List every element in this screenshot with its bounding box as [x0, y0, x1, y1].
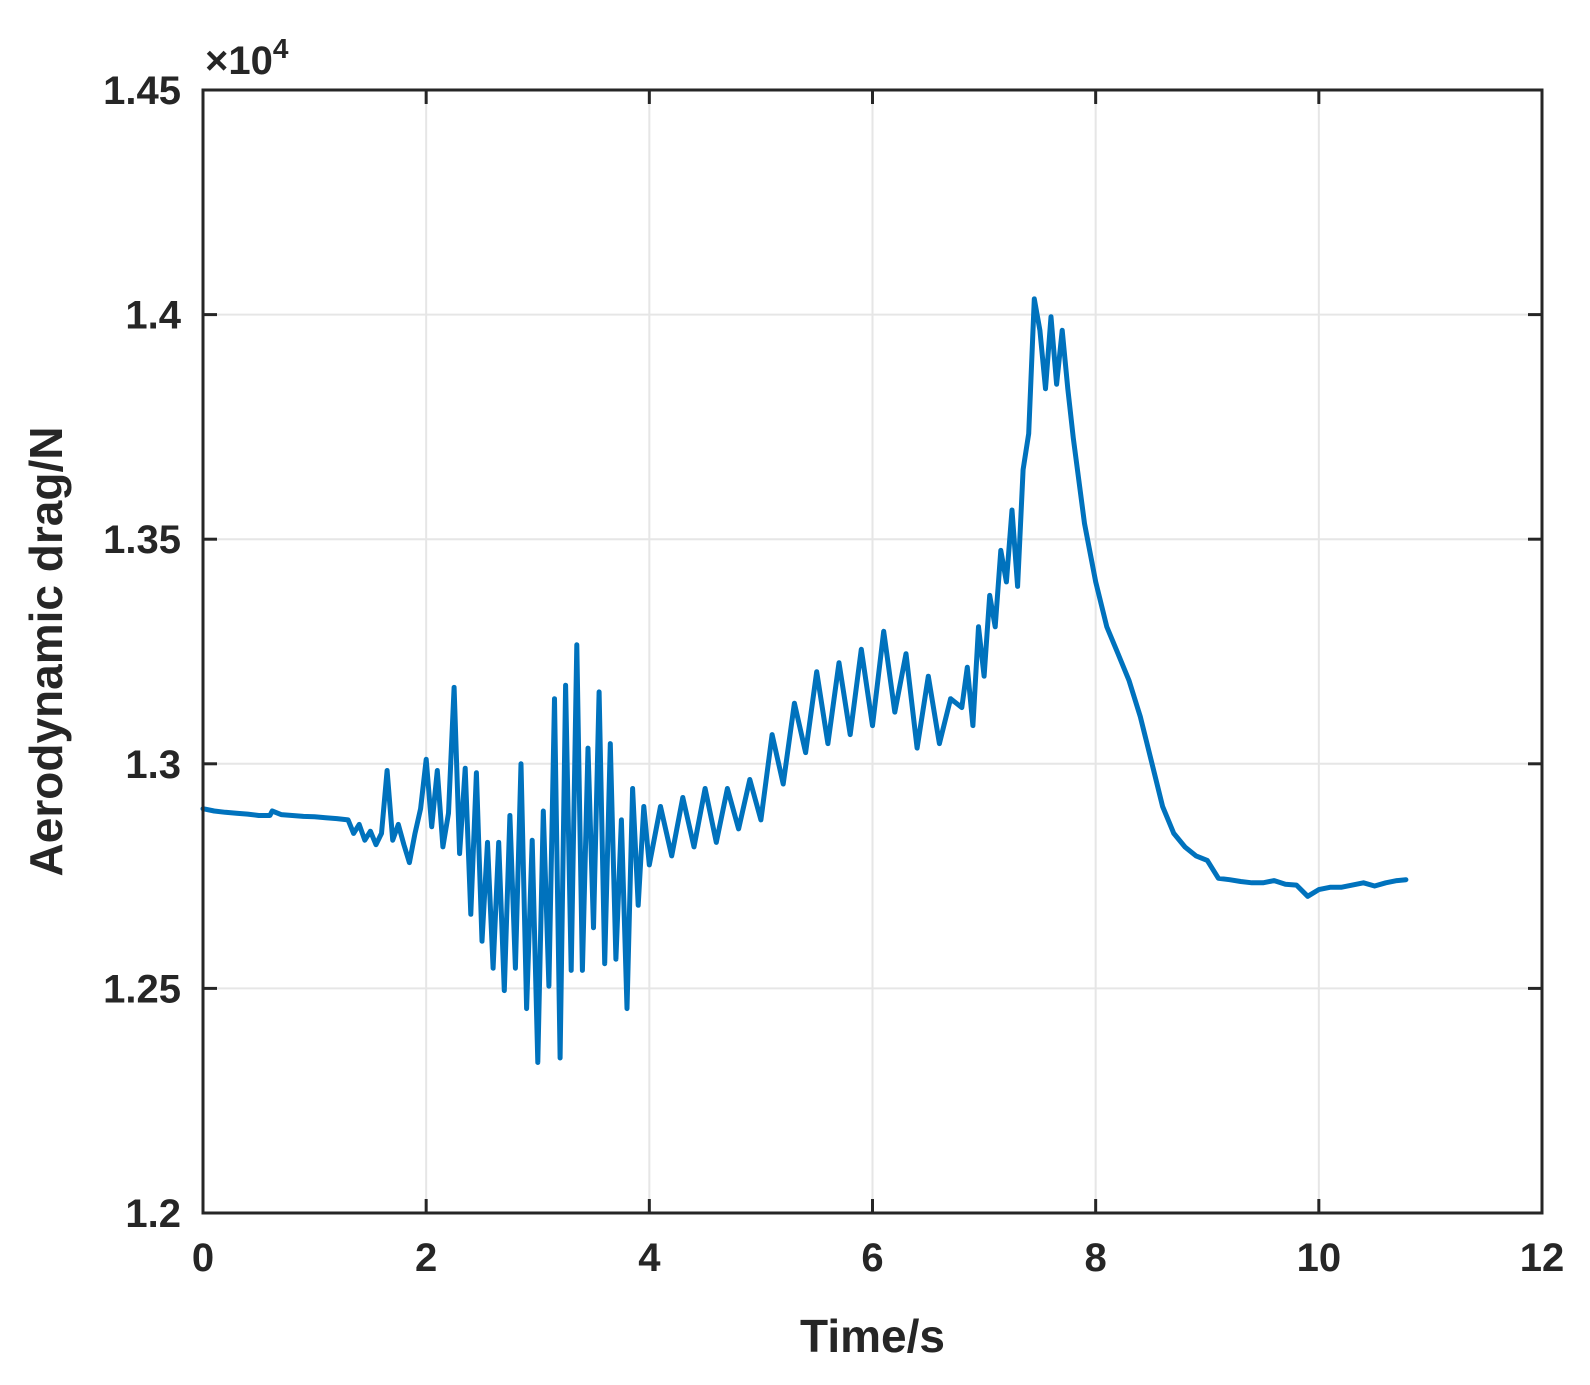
x-tick-label: 12 — [1520, 1236, 1565, 1280]
x-tick-label: 2 — [415, 1236, 437, 1280]
series-line — [200, 296, 1409, 1065]
y-tick-label: 1.3 — [125, 743, 181, 787]
x-tick-label: 0 — [192, 1236, 214, 1280]
grid — [202, 89, 1543, 1214]
y-tick-label: 1.35 — [103, 518, 181, 562]
exponent-base: ×10 — [205, 39, 273, 83]
x-tick-label: 6 — [861, 1236, 883, 1280]
axis-exponent: ×104 — [205, 33, 289, 83]
x-tick-label: 8 — [1085, 1236, 1107, 1280]
x-tick-label: 10 — [1297, 1236, 1342, 1280]
y-tick-label: 1.4 — [125, 294, 181, 338]
y-tick-label: 1.45 — [103, 69, 181, 113]
y-tick-label: 1.25 — [103, 967, 181, 1011]
exponent-power: 4 — [273, 33, 289, 64]
x-tick-label: 4 — [638, 1236, 661, 1280]
ticks: 0 2 4 6 8 10 12 1.2 1.25 1.3 1.35 1.4 1.45 — [103, 69, 1564, 1280]
x-axis-label: Time/s — [800, 1310, 945, 1362]
y-axis-label: Aerodynamic drag/N — [20, 427, 72, 877]
series-layer — [200, 296, 1409, 1065]
y-tick-label: 1.2 — [125, 1192, 181, 1236]
